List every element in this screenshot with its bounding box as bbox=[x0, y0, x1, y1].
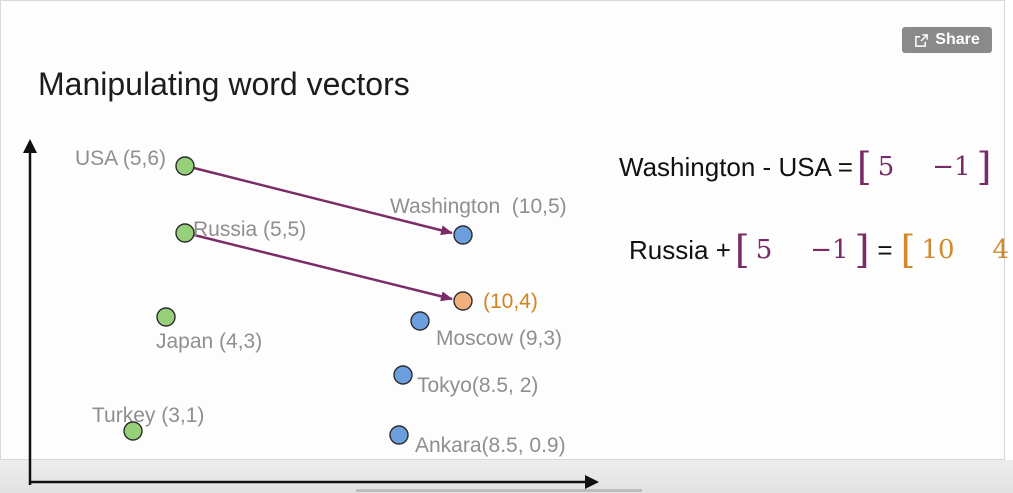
eq1-vector-y: −1 bbox=[932, 152, 971, 182]
point-result bbox=[453, 291, 473, 311]
point-usa bbox=[175, 156, 195, 176]
eq2-result-x: 10 bbox=[921, 235, 955, 265]
equation-russia-plus-vector: Russia + [ 5 −1 ] = [ 10 4 ] bbox=[629, 231, 1013, 269]
eq2-equals: = bbox=[877, 234, 893, 265]
usa-to-washington-arrow bbox=[185, 164, 453, 236]
point-turkey bbox=[123, 421, 143, 441]
point-moscow bbox=[410, 311, 430, 331]
eq2-result-y: 4 bbox=[992, 235, 1010, 265]
point-japan bbox=[156, 307, 176, 327]
eq2-result-vector: [ 10 4 ] bbox=[900, 228, 1010, 272]
eq1-vector-x: 5 bbox=[877, 152, 895, 182]
share-label: Share bbox=[935, 31, 980, 48]
eq2-vector-y: −1 bbox=[810, 235, 849, 265]
label-result: (10,4) bbox=[483, 290, 538, 313]
label-washington: Washington (10,5) bbox=[390, 195, 567, 218]
label-turkey: Turkey (3,1) bbox=[92, 404, 204, 427]
equation-washington-minus-usa: Washington - USA = [ 5 −1 ] bbox=[619, 148, 995, 186]
share-icon bbox=[915, 33, 929, 47]
eq1-lhs: Washington - USA = bbox=[619, 151, 853, 182]
point-russia bbox=[175, 223, 195, 243]
russia-to-result-arrow bbox=[185, 231, 453, 302]
point-tokyo bbox=[393, 365, 413, 385]
share-button[interactable]: Share bbox=[902, 27, 992, 53]
point-ankara bbox=[389, 425, 409, 445]
label-moscow: Moscow (9,3) bbox=[436, 327, 562, 350]
progress-bar[interactable] bbox=[356, 489, 642, 492]
label-russia: Russia (5,5) bbox=[193, 218, 306, 241]
label-japan: Japan (4,3) bbox=[156, 330, 262, 353]
eq1-vector: [ 5 −1 ] bbox=[856, 145, 992, 189]
eq2-vector-x: 5 bbox=[755, 235, 773, 265]
point-washington bbox=[453, 225, 473, 245]
slide-title: Manipulating word vectors bbox=[38, 66, 410, 102]
label-usa: USA (5,6) bbox=[75, 147, 166, 170]
video-bottom-strip bbox=[0, 460, 1013, 493]
label-tokyo: Tokyo(8.5, 2) bbox=[417, 374, 538, 397]
eq2-lhs: Russia + bbox=[629, 234, 731, 265]
eq2-vector: [ 5 −1 ] bbox=[734, 228, 870, 272]
label-ankara: Ankara(8.5, 0.9) bbox=[415, 434, 566, 457]
video-frame bbox=[0, 0, 1005, 460]
